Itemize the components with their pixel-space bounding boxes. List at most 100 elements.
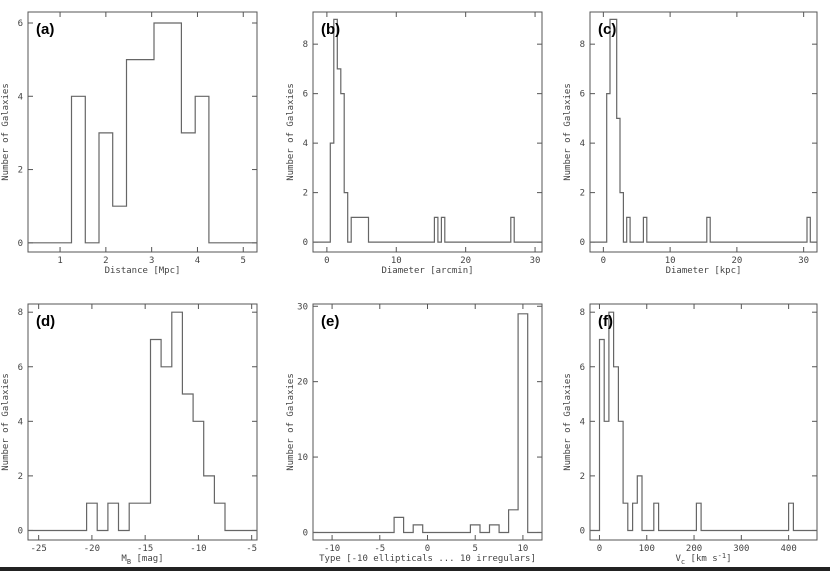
x-tick-label: 10 bbox=[665, 256, 676, 266]
y-tick-label: 4 bbox=[18, 92, 23, 102]
histogram-series bbox=[313, 313, 542, 534]
x-axis-label: Type [-10 ellipticals ... 10 irregulars] bbox=[319, 554, 536, 564]
panel-c: 0 10 20 30 0 2 4 6 8 (c) Number of Galaxies Diamete… bbox=[563, 11, 818, 276]
y-axis-label: Number of Galaxies bbox=[563, 373, 573, 471]
x-tick-label: 5 bbox=[241, 256, 246, 266]
histogram-series bbox=[590, 18, 817, 243]
y-tick-label: 8 bbox=[580, 40, 585, 50]
x-tick-label: 400 bbox=[780, 544, 796, 554]
y-axis-label: Number of Galaxies bbox=[563, 83, 573, 181]
y-tick-label: 0 bbox=[580, 238, 585, 248]
y-tick-label: 6 bbox=[580, 363, 585, 373]
x-axis-label: Diameter [arcmin] bbox=[381, 266, 473, 276]
x-tick-label: -25 bbox=[31, 544, 47, 554]
y-tick-label: 8 bbox=[580, 308, 585, 318]
plot-frame bbox=[27, 11, 258, 253]
panel-b: 0 10 20 30 0 2 4 6 8 (b) Number of Galaxies Diamete… bbox=[286, 11, 543, 276]
y-tick-label: 0 bbox=[303, 528, 308, 538]
x-axis-label-part: B bbox=[127, 558, 131, 566]
y-tick-label: 4 bbox=[303, 139, 308, 149]
histogram-series bbox=[28, 311, 257, 532]
y-tick-label: 6 bbox=[18, 19, 23, 29]
y-tick-label: 2 bbox=[18, 166, 23, 176]
y-tick-label: 0 bbox=[18, 239, 23, 249]
x-axis-label: Distance [Mpc] bbox=[105, 266, 181, 276]
y-tick-label: 10 bbox=[297, 453, 308, 463]
y-tick-label: 2 bbox=[18, 472, 23, 482]
x-axis-label-part: [mag] bbox=[131, 554, 164, 564]
panel-label: (e) bbox=[321, 313, 339, 330]
panel-f: 0 100 200 300 400 0 2 4 6 8 (f) Number of Galaxies V… bbox=[563, 303, 818, 566]
y-tick-label: 4 bbox=[580, 417, 585, 427]
panel-e: -10 -5 0 5 10 0 10 20 30 (e) Number of Galaxies Typ… bbox=[286, 302, 543, 564]
x-axis-label: Diameter [kpc] bbox=[666, 266, 742, 276]
panel-label: (f) bbox=[598, 313, 613, 330]
y-tick-label: 2 bbox=[303, 189, 308, 199]
x-tick-label: -20 bbox=[84, 544, 100, 554]
x-tick-label: 5 bbox=[472, 544, 477, 554]
x-tick-label: 0 bbox=[601, 256, 606, 266]
x-tick-label: 0 bbox=[324, 256, 329, 266]
x-axis-label-part: [km s bbox=[685, 554, 718, 564]
y-tick-label: 6 bbox=[580, 90, 585, 100]
x-tick-label: 10 bbox=[391, 256, 402, 266]
y-tick-label: 30 bbox=[297, 302, 308, 312]
y-tick-label: 20 bbox=[297, 378, 308, 388]
x-tick-label: 3 bbox=[149, 256, 154, 266]
panel-label: (d) bbox=[36, 313, 55, 330]
panel-label: (a) bbox=[36, 21, 54, 38]
x-axis-label: MB [mag] bbox=[121, 554, 163, 566]
x-tick-label: 100 bbox=[639, 544, 655, 554]
y-axis-label: Number of Galaxies bbox=[286, 83, 296, 181]
x-tick-label: -5 bbox=[246, 544, 257, 554]
x-axis-label-part: c bbox=[681, 558, 685, 566]
plot-frame bbox=[589, 303, 818, 541]
x-tick-label: 0 bbox=[425, 544, 430, 554]
panel-d: -25 -20 -15 -10 -5 0 2 4 6 8 (d) Number of Galaxies… bbox=[1, 303, 258, 566]
x-tick-label: 30 bbox=[798, 256, 809, 266]
y-tick-label: 8 bbox=[303, 40, 308, 50]
y-tick-label: 2 bbox=[580, 472, 585, 482]
x-tick-label: 4 bbox=[195, 256, 200, 266]
x-axis-label-part: -1 bbox=[718, 552, 726, 560]
x-tick-label: 20 bbox=[460, 256, 471, 266]
x-axis-label: Vc [km s-1] bbox=[675, 552, 731, 566]
panel-label: (c) bbox=[598, 21, 616, 38]
y-tick-label: 6 bbox=[18, 363, 23, 373]
x-tick-label: -10 bbox=[324, 544, 340, 554]
plot-frame bbox=[589, 11, 818, 253]
x-axis-label-part: ] bbox=[726, 554, 731, 564]
x-tick-label: 2 bbox=[103, 256, 108, 266]
y-tick-label: 2 bbox=[580, 189, 585, 199]
histogram-series bbox=[590, 311, 817, 532]
y-tick-label: 0 bbox=[303, 238, 308, 248]
plot-frame bbox=[312, 11, 543, 253]
panel-a: 1 2 3 4 5 0 2 4 6 (a) Number of Galaxies Distance [… bbox=[1, 11, 258, 276]
x-tick-label: 30 bbox=[530, 256, 541, 266]
x-tick-label: -10 bbox=[190, 544, 206, 554]
histogram-series bbox=[28, 22, 257, 244]
x-tick-label: 20 bbox=[731, 256, 742, 266]
x-tick-label: 300 bbox=[733, 544, 749, 554]
x-tick-label: 10 bbox=[517, 544, 528, 554]
x-tick-label: -5 bbox=[374, 544, 385, 554]
y-axis-label: Number of Galaxies bbox=[286, 373, 296, 471]
y-axis-label: Number of Galaxies bbox=[1, 373, 11, 471]
x-tick-label: 0 bbox=[597, 544, 602, 554]
y-tick-label: 8 bbox=[18, 308, 23, 318]
y-tick-label: 0 bbox=[580, 526, 585, 536]
panel-label: (b) bbox=[321, 21, 340, 38]
x-axis-label-part: M bbox=[121, 554, 127, 564]
y-tick-label: 4 bbox=[18, 417, 23, 427]
x-axis-label-part: V bbox=[675, 554, 681, 564]
y-axis-label: Number of Galaxies bbox=[1, 83, 11, 181]
bottom-border bbox=[0, 567, 830, 571]
x-tick-label: 200 bbox=[686, 544, 702, 554]
histogram-series bbox=[313, 18, 542, 243]
x-tick-label: -15 bbox=[137, 544, 153, 554]
x-tick-label: 1 bbox=[57, 256, 62, 266]
plot-frame bbox=[27, 303, 258, 541]
y-tick-label: 4 bbox=[580, 139, 585, 149]
y-tick-label: 0 bbox=[18, 526, 23, 536]
